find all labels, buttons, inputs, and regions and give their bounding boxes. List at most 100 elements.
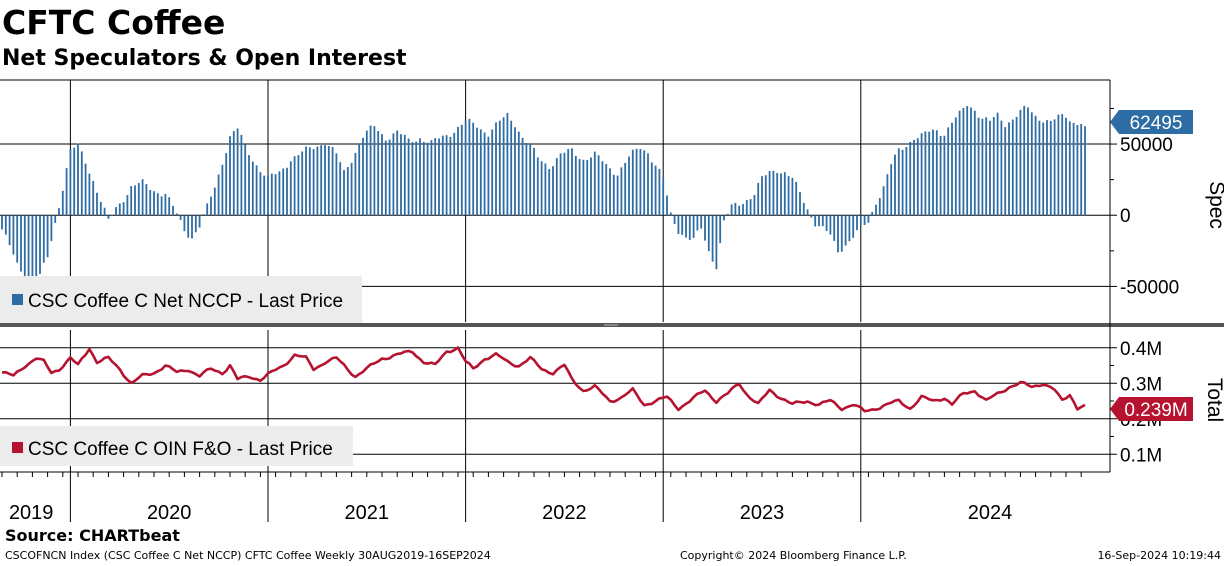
spec-bar xyxy=(897,148,900,216)
total-panel: 0.1M0.2M0.3M0.4M CSC Coffee C OIN F&O - … xyxy=(0,330,1224,522)
spec-bar xyxy=(586,160,589,216)
spec-bar xyxy=(255,165,258,216)
spec-bar xyxy=(875,204,877,216)
spec-bar xyxy=(563,152,566,216)
spec-bar xyxy=(738,205,741,216)
spec-bar xyxy=(441,135,444,216)
spec-bar xyxy=(582,159,585,216)
spec-bar xyxy=(502,117,505,216)
panel-divider[interactable] xyxy=(0,323,1224,327)
spec-bar xyxy=(939,135,942,216)
spec-bar xyxy=(107,215,110,219)
spec-bar xyxy=(27,215,30,282)
spec-bar xyxy=(392,133,395,216)
spec-bar xyxy=(99,201,102,216)
year-label: 2020 xyxy=(147,502,192,524)
spec-bar xyxy=(236,128,239,216)
spec-bar xyxy=(802,202,805,216)
spec-bar xyxy=(16,215,19,263)
spec-bar xyxy=(346,167,349,216)
spec-bar xyxy=(715,215,718,270)
spec-bar xyxy=(757,182,760,216)
spec-bar xyxy=(905,147,908,216)
spec-bar xyxy=(210,196,212,216)
spec-bar xyxy=(20,215,22,272)
spec-bar xyxy=(23,215,26,280)
spec-bar xyxy=(282,168,285,216)
spec-bar xyxy=(153,191,155,216)
total-legend-swatch xyxy=(12,442,23,453)
spec-bar xyxy=(457,126,459,216)
spec-bar xyxy=(84,163,87,216)
spec-bar xyxy=(916,138,919,216)
spec-bar xyxy=(597,155,600,216)
spec-bar xyxy=(476,127,478,216)
spec-bar xyxy=(69,148,72,216)
spec-bar xyxy=(438,138,440,216)
x-axis-ticks xyxy=(1,472,1082,477)
spec-bar xyxy=(213,187,216,216)
spec-bar xyxy=(46,215,49,258)
spec-bar xyxy=(867,215,870,223)
spec-bar xyxy=(286,167,288,216)
spec-bar xyxy=(837,215,839,253)
spec-bar xyxy=(175,213,178,216)
total-tick-label: 0.4M xyxy=(1120,339,1162,360)
spec-bar xyxy=(65,168,68,216)
spec-bar xyxy=(692,215,695,238)
spec-bar xyxy=(327,146,330,216)
spec-bar xyxy=(510,120,513,216)
year-label: 2022 xyxy=(542,502,587,524)
spec-bar xyxy=(958,110,961,216)
spec-bar xyxy=(1076,125,1079,216)
spec-bar xyxy=(567,148,570,216)
spec-bar xyxy=(335,153,338,216)
spec-bar xyxy=(453,132,456,216)
spec-bar xyxy=(468,118,471,216)
spec-bar xyxy=(1038,120,1041,216)
spec-bar xyxy=(677,215,680,234)
spec-legend: CSC Coffee C Net NCCP - Last Price xyxy=(0,276,362,324)
spec-bar xyxy=(609,168,611,216)
spec-bar xyxy=(115,207,117,216)
spec-bar xyxy=(985,117,988,216)
spec-bar xyxy=(217,174,220,216)
spec-bar xyxy=(483,132,486,216)
spec-bar xyxy=(415,141,418,216)
spec-bar xyxy=(894,154,896,216)
spec-bar xyxy=(669,212,672,216)
spec-bar xyxy=(848,215,851,242)
spec-bar xyxy=(1049,120,1052,216)
spec-bar xyxy=(795,181,798,216)
spec-bar xyxy=(358,144,361,216)
spec-legend-label: CSC Coffee C Net NCCP - Last Price xyxy=(28,291,343,312)
spec-bar xyxy=(248,155,250,216)
spec-bar xyxy=(1068,121,1071,216)
spec-bar xyxy=(859,215,862,225)
spec-bar xyxy=(263,175,266,216)
spec-bar xyxy=(1011,119,1014,216)
total-last-value-tag: 0.239M xyxy=(1110,397,1193,421)
spec-bar xyxy=(688,215,691,240)
spec-bar xyxy=(791,177,794,216)
spec-bar xyxy=(852,215,855,238)
spec-bar xyxy=(829,215,832,235)
spec-bar xyxy=(430,140,433,216)
year-label: 2023 xyxy=(740,502,785,524)
spec-bar xyxy=(707,215,710,252)
spec-bar xyxy=(1084,126,1086,216)
spec-y-axis-ticks: -50000 0 50000 xyxy=(1110,107,1179,298)
spec-bar xyxy=(172,206,174,216)
spec-bar xyxy=(935,130,938,216)
spec-bar xyxy=(590,157,592,216)
spec-bar xyxy=(723,215,725,221)
spec-bar xyxy=(130,186,133,216)
spec-bar xyxy=(1019,109,1022,216)
spec-bar xyxy=(962,107,965,216)
spec-bar xyxy=(783,172,786,216)
spec-bar xyxy=(434,138,437,216)
spec-bar xyxy=(764,175,767,216)
spec-bar xyxy=(901,149,904,216)
spec-bar xyxy=(761,176,763,216)
footer-timestamp: 16-Sep-2024 10:19:44 xyxy=(1097,549,1221,562)
